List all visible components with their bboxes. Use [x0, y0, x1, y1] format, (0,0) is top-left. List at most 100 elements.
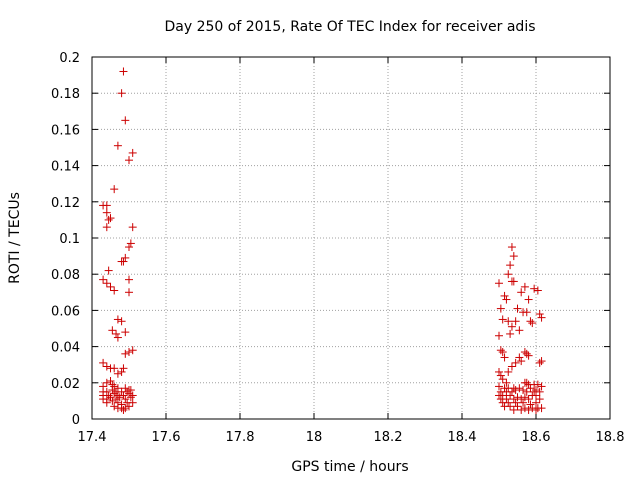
data-point [106, 214, 115, 223]
data-point [537, 357, 546, 366]
y-axis-label: ROTI / TECUs [7, 192, 23, 284]
y-tick-label: 0.14 [51, 160, 80, 175]
data-point [106, 393, 115, 402]
data-point [513, 393, 522, 402]
data-point [119, 67, 128, 76]
data-point [513, 304, 522, 313]
data-point [117, 367, 126, 376]
data-point [128, 391, 137, 400]
y-tick-label: 0.16 [51, 123, 80, 138]
data-point [112, 329, 121, 338]
data-point [119, 364, 128, 373]
data-point [113, 384, 122, 393]
data-point [513, 402, 522, 411]
data-point [128, 148, 137, 157]
data-point [104, 391, 113, 400]
data-point [119, 257, 128, 266]
data-point [104, 266, 113, 275]
data-point [506, 391, 515, 400]
x-tick-label: 18.4 [448, 430, 477, 445]
data-point [102, 398, 111, 407]
data-point [506, 402, 515, 411]
data-point [509, 277, 518, 286]
data-point [125, 348, 133, 357]
data-point [504, 367, 513, 376]
data-point [535, 358, 544, 367]
data-point [504, 270, 513, 279]
data-point [533, 380, 542, 389]
data-point [496, 304, 505, 313]
data-point [115, 393, 124, 402]
data-point [507, 362, 516, 371]
data-point [121, 328, 130, 337]
data-point [102, 279, 111, 288]
data-point [128, 346, 137, 355]
data-point [535, 395, 544, 404]
data-point [121, 116, 130, 125]
y-tick-label: 0.12 [51, 196, 80, 211]
data-point [110, 382, 119, 391]
data-point [117, 317, 126, 326]
y-tick-label: 0.2 [59, 51, 80, 66]
data-point [496, 346, 505, 355]
y-tick-label: 0.06 [51, 304, 80, 319]
data-point [113, 141, 122, 150]
data-point [532, 391, 540, 400]
data-point [517, 288, 526, 297]
data-point [495, 367, 503, 376]
data-point [511, 386, 520, 395]
data-point [524, 405, 533, 414]
data-point [522, 378, 531, 387]
data-point [522, 349, 531, 358]
data-point [121, 253, 130, 262]
data-point [117, 89, 126, 98]
data-point [110, 185, 119, 194]
data-point [106, 282, 115, 291]
data-point [126, 386, 135, 395]
data-point [520, 404, 529, 413]
data-point [102, 378, 111, 387]
data-point [121, 384, 130, 393]
data-point [506, 329, 515, 338]
data-point [102, 362, 111, 371]
data-point [519, 398, 528, 407]
data-point [498, 375, 507, 384]
data-point [110, 402, 119, 411]
data-point [102, 201, 111, 210]
y-tick-label: 0.02 [51, 377, 80, 392]
data-point [537, 313, 546, 322]
data-point [532, 398, 540, 407]
y-tick-label: 0.08 [51, 268, 80, 283]
y-tick-label: 0 [72, 413, 80, 428]
data-point [535, 387, 544, 396]
data-point [506, 261, 515, 270]
x-tick-label: 18.8 [596, 430, 625, 445]
data-point [108, 396, 117, 405]
data-point [502, 378, 511, 387]
data-point [500, 353, 509, 362]
data-point [517, 357, 526, 366]
data-point [119, 405, 128, 414]
data-point [537, 404, 546, 413]
data-point [113, 333, 122, 342]
data-point [498, 315, 507, 324]
x-tick-label: 18 [306, 430, 323, 445]
data-point [110, 389, 119, 398]
y-tick-label: 0.1 [59, 232, 80, 247]
data-point [121, 404, 130, 413]
data-point [524, 351, 533, 360]
data-point [495, 382, 503, 391]
data-point [533, 286, 542, 295]
data-point [125, 402, 133, 411]
data-point [110, 286, 119, 295]
data-point [125, 389, 133, 398]
data-point [507, 322, 516, 331]
data-point [517, 395, 526, 404]
data-point [517, 405, 526, 414]
data-point [502, 395, 511, 404]
data-point [495, 331, 503, 340]
data-point [113, 315, 122, 324]
data-point [121, 349, 130, 358]
